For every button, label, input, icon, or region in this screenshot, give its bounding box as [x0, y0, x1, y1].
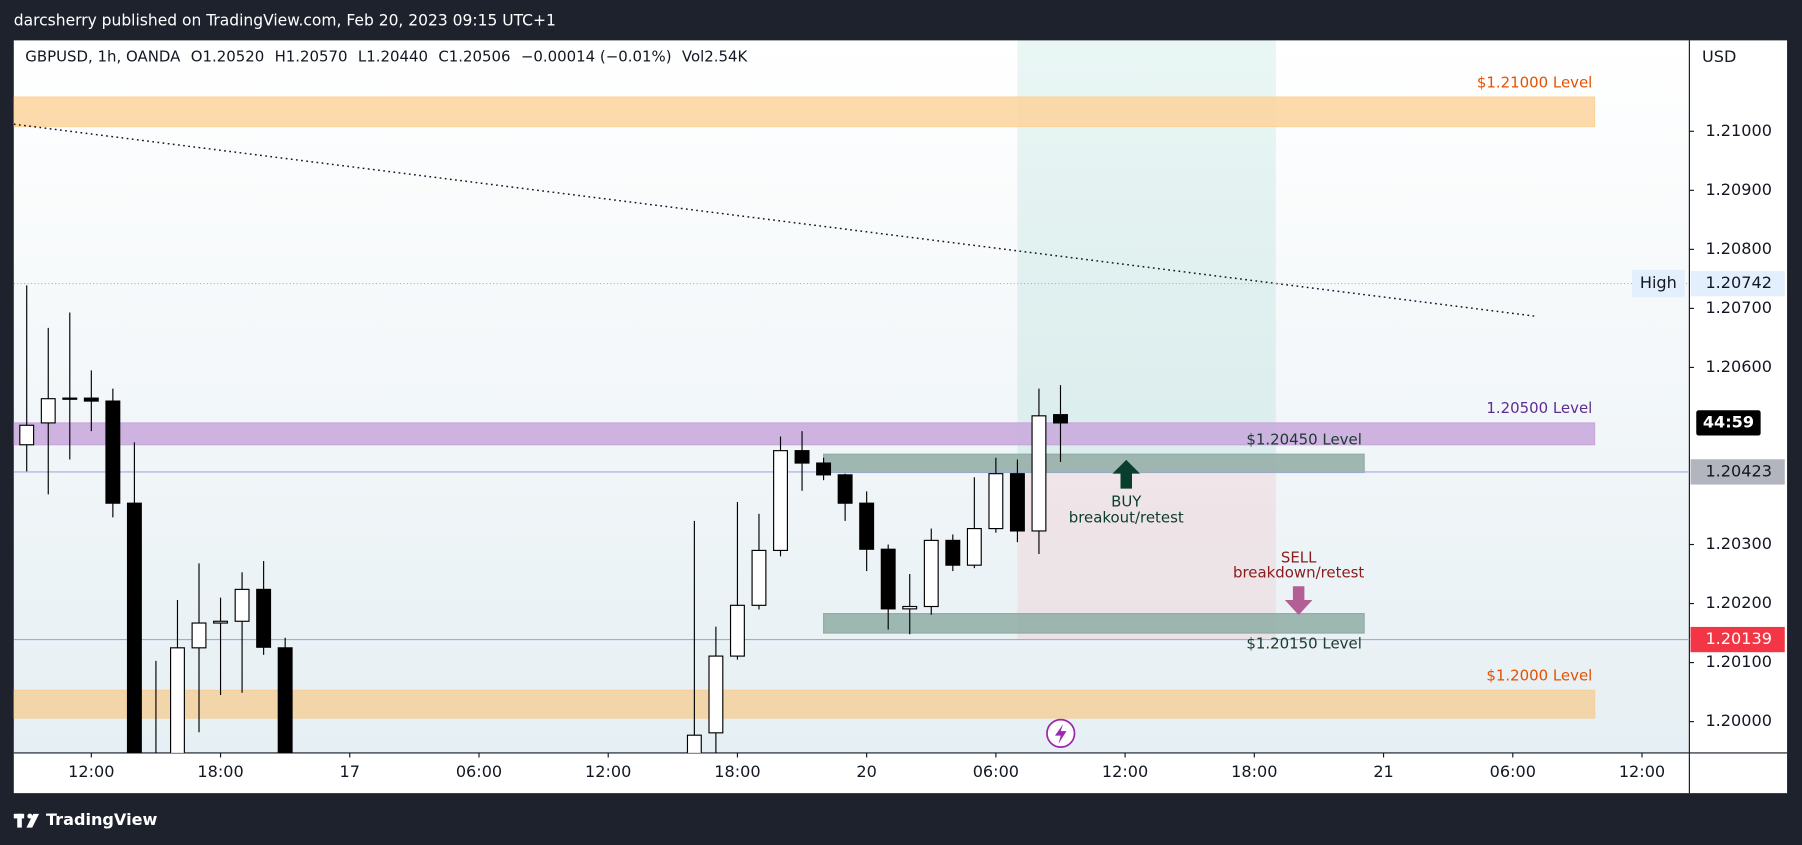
level-zone — [823, 453, 1365, 474]
price-line-name-bg — [1631, 269, 1685, 298]
candle-body — [19, 424, 35, 446]
publisher: darcsherry published on TradingView.com,… — [14, 11, 556, 29]
x-tick-label: 21 — [1373, 762, 1393, 781]
x-tick-label: 18:00 — [1231, 762, 1277, 781]
sell-arrow — [1284, 586, 1313, 615]
candle-body — [794, 450, 810, 464]
countdown-tag — [1696, 410, 1761, 436]
y-tick-label: 1.20700 — [1705, 298, 1772, 317]
candle-body — [83, 397, 99, 402]
level-label: $1.20450 Level — [1246, 430, 1361, 448]
candle-body — [126, 502, 142, 753]
legend: GBPUSD, 1h, OANDA O1.20520 H1.20570 L1.2044… — [25, 48, 748, 66]
candle-body — [988, 473, 1004, 530]
candle-body — [966, 528, 982, 566]
candle-body — [191, 622, 207, 649]
price-tag-label: 1.20423 — [1705, 461, 1772, 480]
price-tag — [1690, 626, 1785, 653]
candle-body — [213, 620, 229, 624]
legend-item: L1.20440 — [358, 48, 428, 66]
candle-body — [923, 539, 939, 608]
position-stop — [1017, 455, 1276, 639]
x-tick-label: 12:00 — [68, 762, 114, 781]
y-tick-label: 1.20300 — [1705, 534, 1772, 553]
candle-body — [751, 549, 767, 606]
candle-body — [234, 588, 250, 622]
y-tick-label: 1.20800 — [1705, 239, 1772, 258]
candle-body — [256, 588, 272, 648]
legend-item: −0.00014 (−0.01%) — [521, 48, 672, 66]
countdown: 44:59 — [1703, 412, 1754, 431]
y-tick-label: 1.20200 — [1705, 593, 1772, 612]
candle-body — [170, 647, 185, 753]
legend-item: C1.20506 — [438, 48, 510, 66]
candle-body — [902, 605, 918, 610]
sell-label: SELL — [1281, 549, 1317, 567]
level-zone — [13, 422, 1596, 446]
level-zone — [13, 96, 1596, 128]
x-tick-label: 17 — [340, 762, 360, 781]
price-tag-label: 1.20139 — [1705, 629, 1772, 648]
candle-body — [277, 647, 293, 753]
x-tick-label: 12:00 — [585, 762, 631, 781]
y-tick-label: 1.20900 — [1705, 180, 1772, 199]
legend-symbol: GBPUSD, 1h, OANDA — [25, 48, 181, 66]
brand-logo — [13, 813, 40, 828]
level-label: $1.2000 Level — [1486, 667, 1592, 685]
candle-body — [708, 655, 724, 734]
event-icon-bolt — [1054, 724, 1067, 744]
candle-body — [1031, 415, 1047, 532]
time-axis — [13, 752, 1788, 794]
price-tag — [1690, 270, 1785, 297]
candle-body — [105, 400, 121, 504]
x-tick-label: 06:00 — [456, 762, 502, 781]
currency: USD — [1702, 47, 1736, 66]
x-tick-label: 20 — [856, 762, 876, 781]
x-tick-label: 06:00 — [1490, 762, 1536, 781]
candle-body — [62, 397, 78, 400]
buy-arrow — [1112, 459, 1141, 489]
candle-body — [816, 462, 832, 476]
buy-label: breakout/retest — [1069, 508, 1184, 526]
y-tick-label: 1.20600 — [1705, 357, 1772, 376]
y-tick-label: 1.20100 — [1705, 652, 1772, 671]
level-label: $1.21000 Level — [1477, 73, 1592, 91]
sell-label: breakdown/retest — [1233, 564, 1364, 582]
price-line-name: High — [1640, 273, 1677, 292]
candle-body — [1053, 414, 1068, 424]
candle-body — [686, 734, 702, 753]
x-tick-label: 18:00 — [714, 762, 760, 781]
candle-body — [729, 604, 745, 657]
level-label: $1.20150 Level — [1246, 635, 1361, 653]
level-zone — [823, 613, 1365, 634]
trendline — [13, 123, 1535, 317]
candle-body — [945, 539, 961, 566]
plot-area — [13, 40, 1690, 753]
level-zone — [13, 689, 1596, 719]
candle-body — [837, 474, 853, 504]
y-tick-label: 1.20000 — [1705, 711, 1772, 730]
x-tick-label: 12:00 — [1619, 762, 1665, 781]
candle-body — [1009, 473, 1025, 532]
price-tag — [1690, 459, 1785, 485]
legend-item: O1.20520 — [191, 48, 265, 66]
brand: TradingView — [46, 810, 158, 829]
candle-body — [773, 450, 788, 551]
overlay: GBPUSD, 1h, OANDA O1.20520 H1.20570 L1.2044… — [25, 47, 1785, 781]
candle-body — [40, 398, 56, 424]
price-tag-label: 1.20742 — [1705, 273, 1772, 292]
x-tick-label: 18:00 — [197, 762, 243, 781]
y-tick-label: 1.21000 — [1705, 121, 1772, 140]
x-tick-label: 06:00 — [973, 762, 1019, 781]
legend-item: H1.20570 — [275, 48, 348, 66]
legend-item: Vol2.54K — [682, 48, 749, 66]
buy-label: BUY — [1111, 492, 1142, 510]
candle-body — [859, 502, 875, 550]
level-label: 1.20500 Level — [1486, 399, 1592, 417]
x-tick-label: 12:00 — [1102, 762, 1148, 781]
plot — [13, 40, 1690, 753]
candle-body — [880, 548, 896, 610]
